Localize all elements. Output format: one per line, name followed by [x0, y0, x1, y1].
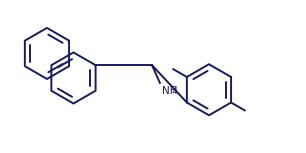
Text: NH: NH	[162, 86, 177, 96]
Text: 2: 2	[172, 86, 176, 95]
